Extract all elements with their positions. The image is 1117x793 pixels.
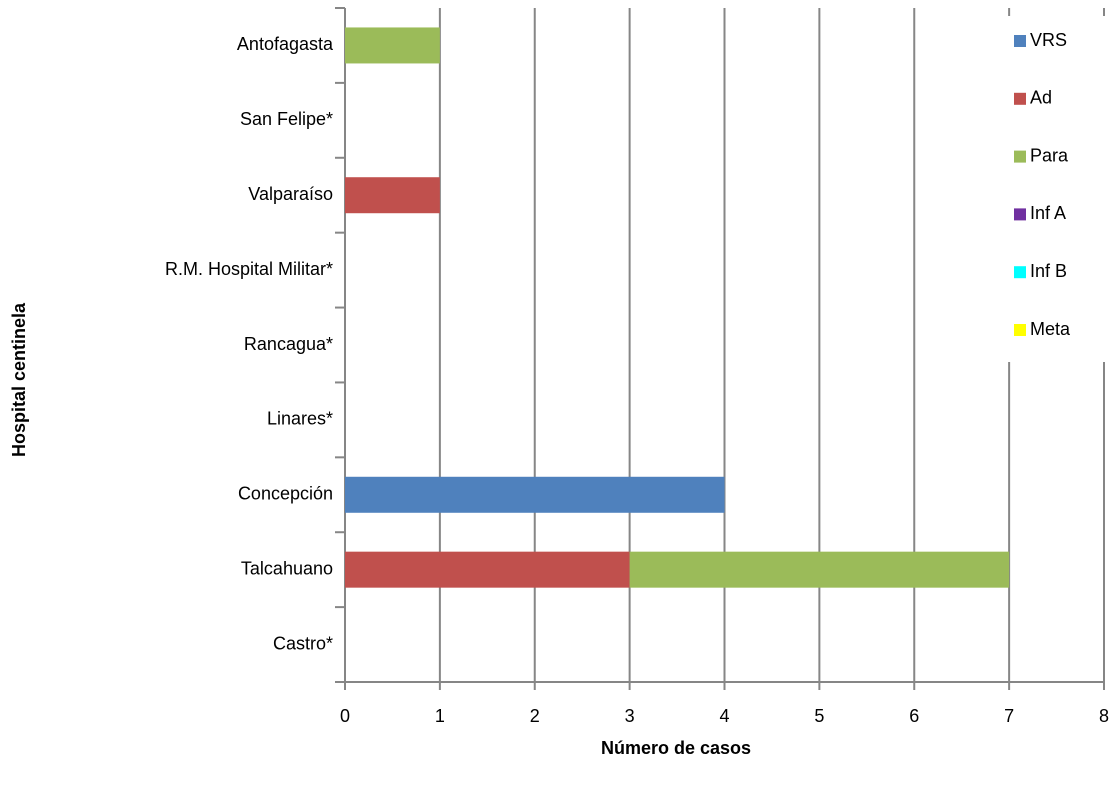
y-axis-title: Hospital centinela [9, 302, 29, 457]
y-tick-label: Rancagua* [244, 334, 333, 354]
legend-label: Para [1030, 145, 1069, 165]
legend-label: Ad [1030, 88, 1052, 108]
y-tick-label: Linares* [267, 409, 333, 429]
legend-label: Meta [1030, 319, 1071, 339]
bar-segment [629, 551, 1010, 588]
bar-segment [345, 177, 440, 214]
x-tick-label: 7 [1004, 706, 1014, 726]
legend-swatch [1014, 266, 1026, 279]
x-tick-label: 3 [625, 706, 635, 726]
legend-label: VRS [1030, 30, 1067, 50]
y-tick-label: Talcahuano [241, 558, 333, 578]
x-tick-label: 0 [340, 706, 350, 726]
y-tick-label: Valparaíso [248, 184, 333, 204]
bar-segment [345, 476, 725, 513]
y-tick-label: Concepción [238, 484, 333, 504]
bar-segment [345, 551, 630, 588]
legend-label: Inf A [1030, 203, 1066, 223]
x-tick-label: 1 [435, 706, 445, 726]
x-tick-label: 8 [1099, 706, 1109, 726]
x-tick-label: 6 [909, 706, 919, 726]
legend-swatch [1014, 150, 1026, 163]
legend-swatch [1014, 35, 1026, 47]
legend-swatch [1014, 324, 1026, 336]
bar-segment [345, 27, 440, 64]
x-tick-label: 5 [814, 706, 824, 726]
legend-label: Inf B [1030, 261, 1067, 281]
legend-swatch [1014, 208, 1026, 221]
y-tick-label: Antofagasta [237, 34, 334, 54]
y-tick-label: San Felipe* [240, 109, 333, 129]
x-tick-label: 2 [530, 706, 540, 726]
x-tick-label: 4 [719, 706, 729, 726]
y-tick-label: R.M. Hospital Militar* [165, 259, 333, 279]
y-tick-label: Castro* [273, 633, 333, 653]
legend-box [1002, 16, 1112, 362]
legend-swatch [1014, 92, 1026, 105]
x-axis-title: Número de casos [601, 738, 751, 758]
